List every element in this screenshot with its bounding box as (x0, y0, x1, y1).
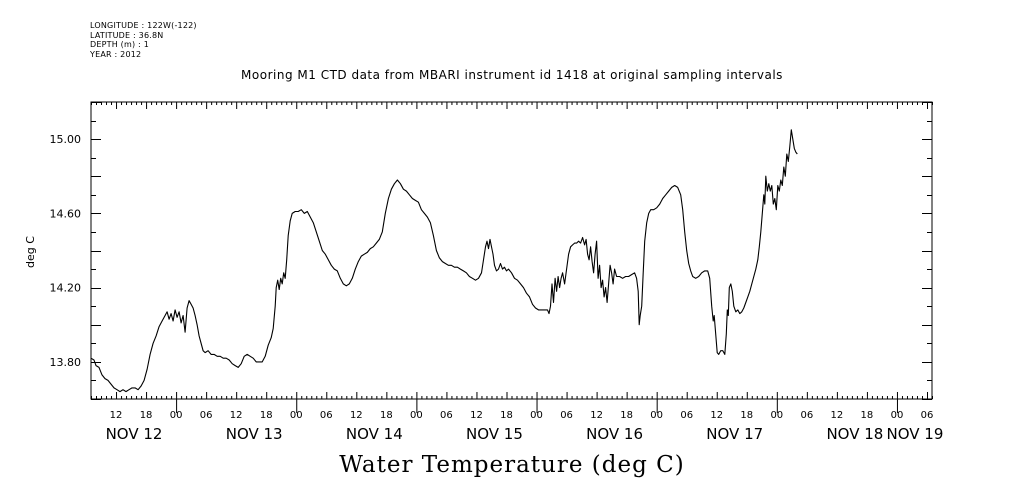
x-hour-label: 06 (440, 410, 453, 421)
x-hour-label: 18 (500, 410, 513, 421)
x-hour-label: 12 (470, 410, 483, 421)
series-line-0 (90, 129, 798, 393)
y-tick-label: 13.80 (50, 356, 82, 369)
x-day-label: NOV 13 (226, 425, 283, 443)
dataset-metadata: LONGITUDE : 122W(-122) LATITUDE : 36.8N … (90, 21, 197, 59)
x-axis-label: Water Temperature (deg C) (339, 452, 685, 478)
x-hour-label: 00 (170, 410, 183, 421)
x-hour-label: 12 (350, 410, 363, 421)
x-hour-label: 00 (770, 410, 783, 421)
y-tick-label: 14.20 (50, 282, 82, 295)
x-hour-label: 00 (290, 410, 303, 421)
meta-year: YEAR : 2012 (90, 49, 142, 59)
x-hour-label: 18 (620, 410, 633, 421)
y-tick-label: 14.60 (50, 207, 82, 220)
x-hour-label: 06 (200, 410, 213, 421)
meta-latitude: LATITUDE : 36.8N (90, 30, 164, 40)
x-hour-label: 12 (590, 410, 603, 421)
y-tick-label: 15.00 (50, 133, 82, 146)
x-day-label: NOV 14 (346, 425, 403, 443)
x-day-label: NOV 18 (826, 425, 883, 443)
x-hour-label: 12 (230, 410, 243, 421)
x-day-label: NOV 16 (586, 425, 643, 443)
plot-frame-layer (90, 101, 933, 400)
x-hour-label: 00 (650, 410, 663, 421)
x-hour-label: 18 (260, 410, 273, 421)
x-hour-label: 18 (380, 410, 393, 421)
x-hour-label: 06 (800, 410, 813, 421)
x-day-label: NOV 15 (466, 425, 523, 443)
x-hour-label: 00 (530, 410, 543, 421)
meta-depth: DEPTH (m) : 1 (90, 40, 149, 49)
x-hour-label: 06 (680, 410, 693, 421)
x-hour-label: 06 (320, 410, 333, 421)
x-hour-label: 18 (140, 410, 153, 421)
x-day-label: NOV 19 (887, 425, 944, 443)
series-layer (90, 129, 798, 393)
chart-title: Mooring M1 CTD data from MBARI instrumen… (241, 68, 783, 82)
axis-ticks-layer (91, 102, 933, 413)
x-hour-label: 12 (110, 410, 123, 421)
plot-frame (90, 101, 933, 400)
x-day-label: NOV 17 (706, 425, 763, 443)
x-hour-label: 12 (710, 410, 723, 421)
x-hour-label: 00 (891, 410, 904, 421)
x-hour-label: 18 (861, 410, 874, 421)
y-axis-label: deg C (24, 236, 37, 268)
tick-labels-layer: 13.80 14.20 14.60 15.00 12 18 00 06 12 18 00 06 12 18… (50, 133, 944, 443)
x-day-label: NOV 12 (106, 425, 163, 443)
x-hour-label: 12 (831, 410, 844, 421)
meta-longitude: LONGITUDE : 122W(-122) (90, 21, 197, 30)
x-hour-label: 00 (410, 410, 423, 421)
x-hour-label: 06 (921, 410, 934, 421)
x-hour-label: 06 (560, 410, 573, 421)
x-hour-label: 18 (740, 410, 753, 421)
